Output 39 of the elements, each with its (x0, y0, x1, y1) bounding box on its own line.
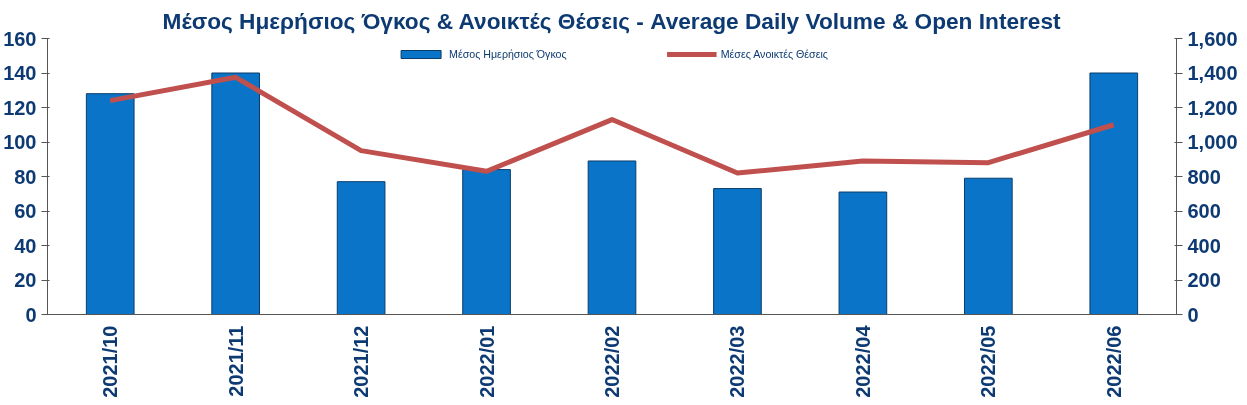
x-tick-label: 2021/11 (224, 325, 247, 397)
x-tick-label: 2022/01 (475, 325, 498, 398)
y2-tick-label: 1,400 (1187, 62, 1238, 84)
x-tick-label: 2021/12 (350, 325, 373, 398)
y-tick-label: 20 (14, 269, 37, 291)
y-tick-label: 100 (3, 131, 37, 153)
bar (1089, 72, 1139, 315)
bar (964, 177, 1013, 315)
x-tick-label: 2022/03 (726, 325, 749, 398)
bar (85, 93, 135, 315)
legend-label: Μέσες Ανοικτές Θέσεις (720, 48, 828, 60)
y2-tick-label: 200 (1187, 269, 1221, 291)
chart-title: Μέσος Ημερήσιος Όγκος & Ανοικτές Θέσεις - Average Daily Volume & Open Interest (162, 7, 1062, 34)
bar (713, 188, 762, 315)
y-tick-label: 80 (14, 165, 37, 188)
x-tick-label: 2022/06 (1102, 325, 1125, 398)
x-tick-label: 2022/02 (601, 325, 623, 398)
x-tick-label: 2021/10 (99, 325, 122, 398)
x-tick-label: 2022/05 (977, 325, 1000, 398)
y2-tick-label: 1,000 (1187, 131, 1238, 153)
bar (838, 191, 888, 315)
y2-tick-label: 400 (1187, 234, 1221, 257)
x-tick-label: 2022/04 (851, 324, 874, 398)
y-tick-label: 160 (3, 27, 37, 50)
bar (211, 72, 260, 315)
y2-tick-label: 600 (1187, 200, 1221, 222)
y2-tick-label: 1,200 (1187, 96, 1238, 119)
bar (462, 169, 511, 315)
y-tick-label: 140 (3, 62, 37, 84)
y-tick-label: 40 (14, 234, 37, 257)
y-tick-label: 60 (14, 200, 37, 222)
y2-tick-label: 800 (1187, 165, 1221, 188)
bar (336, 181, 386, 315)
bar (587, 160, 637, 315)
y2-tick-label: 1,600 (1187, 27, 1238, 50)
legend-label: Μέσος Ημερήσιος Όγκος (449, 48, 567, 60)
y-tick-label: 120 (3, 96, 37, 119)
y2-tick-label: 0 (1187, 303, 1199, 326)
y-tick-label: 0 (25, 303, 37, 326)
